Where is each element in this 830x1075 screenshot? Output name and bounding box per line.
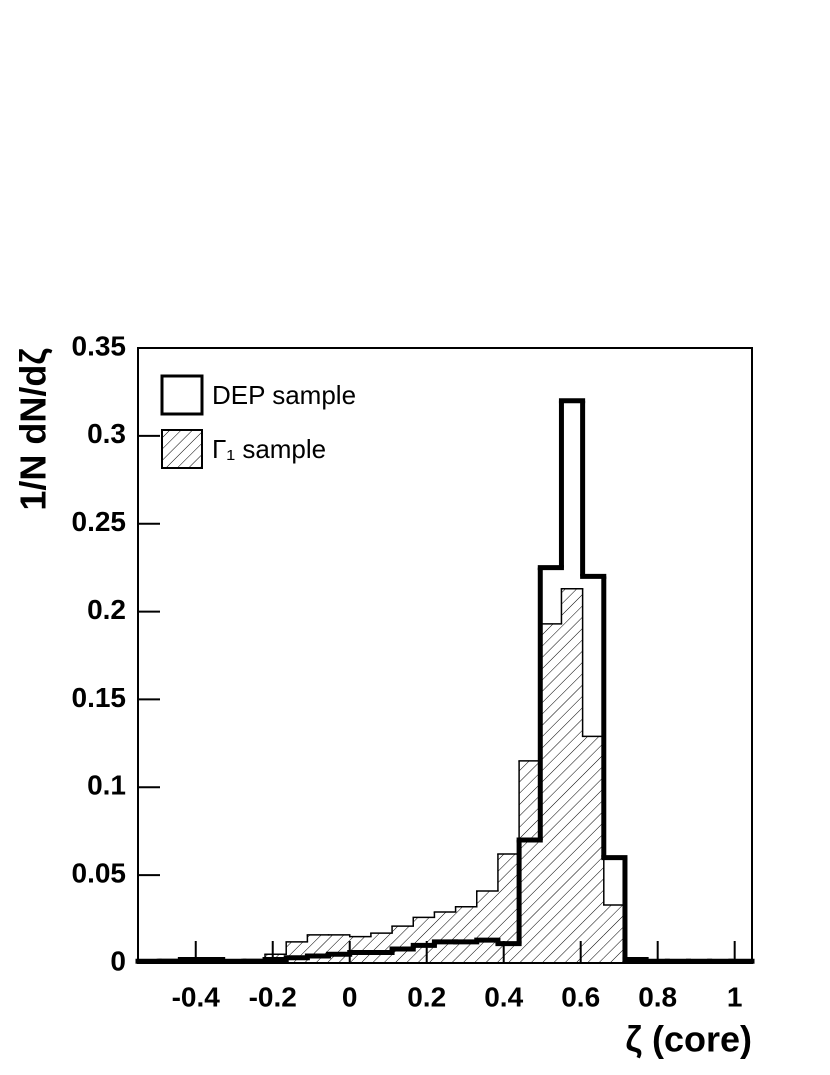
- x-tick-label: -0.2: [249, 981, 297, 1012]
- bar: [392, 926, 414, 963]
- bar: [370, 933, 393, 963]
- x-tick-label: 0.4: [484, 981, 523, 1012]
- legend-swatch: [161, 429, 203, 469]
- plot: 0 0.05 0.1 0.15 0.2 0.25 0.3 0.35 -0.4 -0.2 0 0.2 0.…: [72, 330, 755, 1012]
- y-tick-label: 0.05: [72, 858, 127, 889]
- y-tick-label: 0.1: [87, 770, 126, 801]
- bar: [519, 760, 541, 963]
- bar: [561, 588, 583, 963]
- legend-label: Γ₁ sample: [212, 434, 326, 464]
- bar: [582, 736, 604, 963]
- bar: [476, 890, 498, 963]
- bar: [413, 917, 435, 963]
- y-tick-label: 0.35: [72, 330, 127, 361]
- bar: [603, 905, 625, 963]
- y-tick-label: 0.15: [72, 682, 127, 713]
- x-tick-label: 0: [342, 981, 358, 1012]
- y-tick-label: 0.25: [72, 506, 127, 537]
- bar: [328, 934, 350, 963]
- legend-swatch: [160, 374, 204, 416]
- x-tick-label: -0.4: [172, 981, 221, 1012]
- bar: [307, 934, 329, 963]
- x-tick-label: 0.6: [561, 981, 600, 1012]
- y-tick-label: 0.2: [87, 594, 126, 625]
- y-tick-label: 0: [110, 945, 126, 976]
- bar: [540, 623, 562, 963]
- bar: [624, 961, 647, 963]
- y-axis-label: 1/N dN/dζ: [13, 348, 54, 511]
- x-tick-label: 0.8: [638, 981, 677, 1012]
- legend-label: DEP sample: [212, 380, 356, 410]
- bar: [497, 854, 520, 963]
- y-tick-label: 0.3: [87, 418, 126, 449]
- bar: [201, 961, 223, 963]
- x-axis-label: ζ (core): [625, 1019, 752, 1060]
- bar: [434, 912, 456, 963]
- bar: [349, 936, 371, 963]
- x-tick-label: 1: [727, 981, 743, 1012]
- bar: [455, 906, 477, 963]
- x-tick-label: 0.2: [407, 981, 446, 1012]
